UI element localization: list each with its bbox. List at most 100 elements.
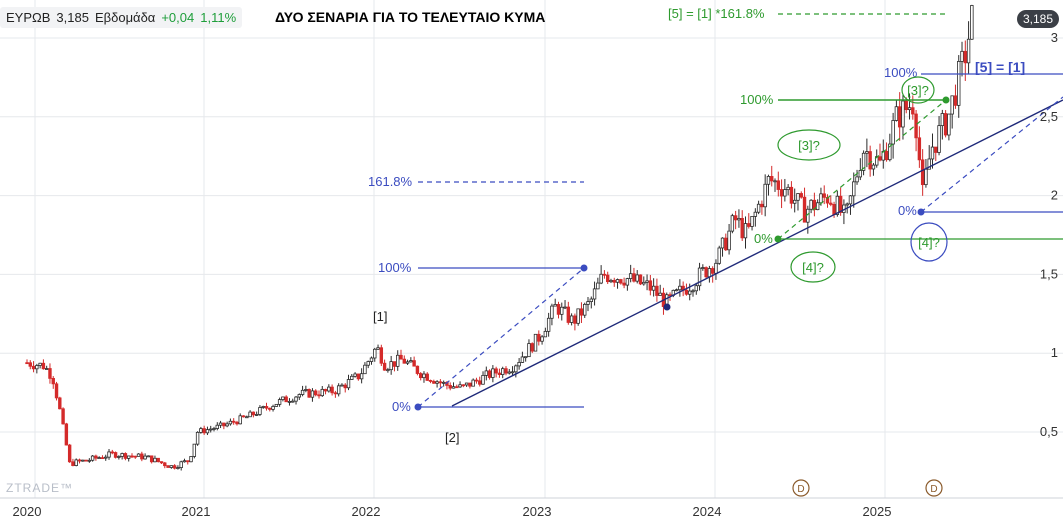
chart-interval[interactable]: Εβδομάδα — [94, 9, 156, 25]
annotation-label: 100% — [740, 92, 774, 107]
price-change: +0,04 — [161, 9, 195, 25]
candle-body — [241, 415, 246, 418]
candle-body — [104, 456, 108, 459]
candle-body — [622, 282, 626, 286]
candle-body — [323, 388, 328, 392]
candle-body — [576, 308, 580, 324]
candle-body — [494, 368, 498, 374]
candle-body — [651, 285, 656, 291]
candle-body — [281, 396, 285, 400]
candle-body — [64, 423, 69, 446]
candle-body — [25, 362, 29, 365]
candle-body — [238, 415, 242, 425]
candle-body — [911, 107, 915, 115]
candle-body — [710, 268, 715, 274]
candle-body — [786, 186, 790, 191]
annotation-label: 0% — [392, 399, 411, 414]
candle-body — [478, 380, 482, 385]
annotation-label: [5] = [1] — [975, 59, 1025, 75]
candle-body — [583, 303, 587, 316]
candle-body — [920, 159, 925, 186]
candle-body — [464, 382, 469, 386]
candle-body — [763, 183, 767, 208]
candle-body — [199, 428, 203, 433]
candle-body — [297, 394, 302, 398]
candle-body — [117, 456, 121, 458]
candle-body — [897, 106, 902, 128]
candle-body — [264, 406, 269, 409]
annotation-line — [417, 267, 585, 408]
candle-body — [770, 176, 774, 182]
candle-body — [573, 315, 577, 324]
candle-body — [307, 389, 311, 398]
candle-body — [54, 383, 59, 399]
candle-body — [189, 456, 193, 463]
candle-body — [487, 370, 492, 378]
candle-body — [156, 457, 160, 463]
dividend-marker-label: D — [797, 484, 804, 495]
candle-body — [625, 278, 630, 286]
candle-body — [533, 333, 538, 352]
candle-body — [560, 306, 564, 315]
annotation-point — [663, 303, 671, 311]
candle-body — [48, 368, 52, 379]
candle-body — [376, 347, 380, 350]
candle-body — [904, 100, 908, 111]
candle-body — [852, 181, 856, 197]
candle-body — [753, 211, 758, 217]
candle-body — [635, 274, 639, 282]
candle-body — [793, 199, 797, 204]
x-tick-label: 2020 — [13, 504, 42, 518]
grid — [0, 0, 1063, 499]
annotation-ellipse — [777, 129, 841, 161]
candle-body — [491, 368, 495, 378]
candle-body — [628, 273, 633, 279]
candle-body — [172, 465, 177, 469]
candle-body — [399, 354, 403, 360]
candle-body — [402, 358, 406, 364]
candle-body — [140, 453, 144, 460]
annotation-label: [4]? — [918, 235, 940, 250]
candle-body — [550, 305, 554, 319]
candle-body — [966, 38, 971, 64]
y-tick-label: 2,5 — [1040, 109, 1058, 124]
candle-body — [228, 420, 233, 425]
candle-body — [212, 428, 216, 430]
candle-body — [271, 406, 275, 410]
candle-body — [386, 369, 390, 372]
candle-body — [343, 384, 347, 389]
candle-body — [41, 362, 46, 370]
candle-body — [924, 168, 928, 186]
candle-body — [320, 388, 324, 397]
candle-body — [743, 223, 748, 239]
candle-body — [415, 365, 420, 374]
annotation-label: [3]? — [798, 138, 820, 153]
candle-body — [907, 107, 912, 111]
candle-body — [970, 5, 974, 40]
candle-body — [471, 379, 475, 387]
annotation-label: [4]? — [802, 260, 824, 275]
candle-body — [428, 380, 433, 382]
candle-body — [747, 223, 751, 227]
candle-body — [58, 397, 62, 410]
candle-body — [960, 50, 964, 62]
candle-body — [251, 411, 256, 416]
chart-title: ΔΥΟ ΣΕΝΑΡΙΑ ΓΙΑ ΤΟ ΤΕΛΕΥΤΑΙΟ ΚΥΜΑ — [275, 9, 546, 25]
candle-body — [202, 428, 206, 434]
candle-body — [497, 372, 502, 375]
symbol-name: ΕΥΡΩΒ — [6, 9, 51, 25]
candle-body — [888, 143, 892, 161]
candle-body — [779, 189, 784, 197]
ztrade-watermark: ZTRADE™ — [6, 481, 73, 495]
candle-body — [822, 193, 826, 198]
candle-body — [127, 455, 131, 459]
candle-body — [829, 202, 833, 205]
candle-body — [579, 308, 584, 316]
candle-body — [520, 356, 525, 363]
candle-body — [179, 461, 183, 468]
candle-body — [674, 289, 679, 292]
candle-body — [750, 215, 754, 227]
annotation-line — [451, 99, 1063, 407]
y-axis: 0,5 1 1,5 2 2,5 3 — [1040, 30, 1058, 439]
